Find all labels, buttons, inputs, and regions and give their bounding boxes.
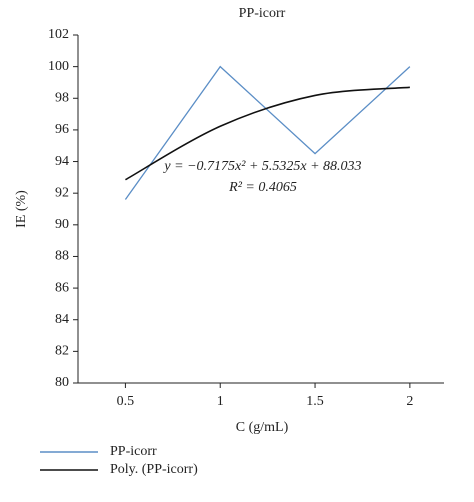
legend-label: PP-icorr — [110, 444, 157, 459]
y-tick-label: 84 — [55, 312, 69, 327]
x-tick-label: 0.5 — [117, 394, 135, 409]
y-tick-label: 86 — [55, 280, 69, 295]
y-tick-label: 98 — [55, 90, 69, 105]
y-tick-label: 80 — [55, 375, 69, 390]
x-tick-label: 1 — [217, 394, 224, 409]
r-squared: R² = 0.4065 — [228, 180, 297, 195]
chart-title: PP-icorr — [239, 6, 286, 21]
x-tick-label: 2 — [406, 394, 413, 409]
x-axis-label: C (g/mL) — [236, 420, 289, 435]
trend-line — [125, 86, 410, 181]
y-tick-label: 88 — [55, 249, 69, 264]
equation: y = −0.7175x² + 5.5325x + 88.033 — [162, 159, 361, 174]
y-tick-label: 100 — [48, 59, 69, 74]
y-tick-label: 94 — [55, 154, 69, 169]
y-tick-label: 92 — [55, 185, 69, 200]
y-tick-label: 90 — [55, 217, 69, 232]
y-tick-label: 102 — [48, 27, 69, 42]
y-tick-label: 82 — [55, 344, 69, 359]
series-line — [124, 65, 411, 200]
y-tick-label: 96 — [55, 122, 69, 137]
y-axis-label: IE (%) — [14, 190, 29, 228]
x-tick-label: 1.5 — [306, 394, 324, 409]
legend-label: Poly. (PP-icorr) — [110, 462, 198, 477]
